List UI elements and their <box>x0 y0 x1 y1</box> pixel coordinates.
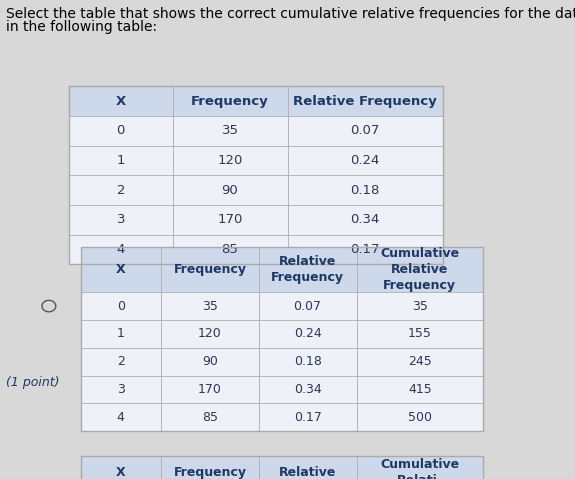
FancyBboxPatch shape <box>81 456 161 479</box>
FancyBboxPatch shape <box>69 86 172 116</box>
Text: 0.07: 0.07 <box>350 124 380 137</box>
Text: 1: 1 <box>117 154 125 167</box>
Text: (1 point): (1 point) <box>6 376 59 389</box>
FancyBboxPatch shape <box>161 376 259 403</box>
Text: 2: 2 <box>117 183 125 197</box>
FancyBboxPatch shape <box>161 320 259 348</box>
Text: 0.18: 0.18 <box>350 183 380 197</box>
Text: 2: 2 <box>117 355 125 368</box>
FancyBboxPatch shape <box>259 348 356 376</box>
Text: 3: 3 <box>117 213 125 227</box>
FancyBboxPatch shape <box>288 116 443 146</box>
FancyBboxPatch shape <box>259 376 356 403</box>
Text: X: X <box>116 466 125 479</box>
FancyBboxPatch shape <box>356 247 483 292</box>
Text: 155: 155 <box>408 327 432 341</box>
Text: Frequency: Frequency <box>174 466 246 479</box>
FancyBboxPatch shape <box>259 292 356 320</box>
Text: X: X <box>116 94 126 108</box>
Text: 0.24: 0.24 <box>350 154 380 167</box>
Text: 170: 170 <box>217 213 243 227</box>
Text: Cumulative
Relative
Frequency: Cumulative Relative Frequency <box>380 247 459 292</box>
Text: 170: 170 <box>198 383 222 396</box>
Text: Frequency: Frequency <box>191 94 269 108</box>
Text: 35: 35 <box>221 124 239 137</box>
Text: in the following table:: in the following table: <box>6 20 157 34</box>
FancyBboxPatch shape <box>172 146 288 175</box>
FancyBboxPatch shape <box>259 403 356 431</box>
FancyBboxPatch shape <box>69 146 172 175</box>
Text: 500: 500 <box>408 411 432 424</box>
Text: 415: 415 <box>408 383 432 396</box>
Text: 3: 3 <box>117 383 125 396</box>
FancyBboxPatch shape <box>172 86 288 116</box>
FancyBboxPatch shape <box>81 247 161 292</box>
FancyBboxPatch shape <box>259 320 356 348</box>
Text: 35: 35 <box>202 299 218 313</box>
Text: X: X <box>116 263 125 276</box>
Text: Cumulative
Relati-: Cumulative Relati- <box>380 458 459 479</box>
FancyBboxPatch shape <box>69 175 172 205</box>
FancyBboxPatch shape <box>81 403 161 431</box>
FancyBboxPatch shape <box>288 205 443 235</box>
FancyBboxPatch shape <box>172 175 288 205</box>
Text: 90: 90 <box>221 183 239 197</box>
FancyBboxPatch shape <box>81 348 161 376</box>
FancyBboxPatch shape <box>161 348 259 376</box>
Text: 85: 85 <box>202 411 218 424</box>
Text: Frequency: Frequency <box>174 263 246 276</box>
FancyBboxPatch shape <box>161 403 259 431</box>
FancyBboxPatch shape <box>81 376 161 403</box>
FancyBboxPatch shape <box>69 205 172 235</box>
Text: 0.34: 0.34 <box>294 383 321 396</box>
Text: Relative: Relative <box>279 466 336 479</box>
Text: 0: 0 <box>117 124 125 137</box>
FancyBboxPatch shape <box>161 292 259 320</box>
Text: Relative Frequency: Relative Frequency <box>293 94 437 108</box>
Text: 4: 4 <box>117 243 125 256</box>
FancyBboxPatch shape <box>172 116 288 146</box>
FancyBboxPatch shape <box>69 235 172 264</box>
Text: 120: 120 <box>198 327 222 341</box>
Text: 90: 90 <box>202 355 218 368</box>
Text: 0.18: 0.18 <box>294 355 321 368</box>
Text: 35: 35 <box>412 299 428 313</box>
Text: 0.34: 0.34 <box>350 213 380 227</box>
FancyBboxPatch shape <box>259 247 356 292</box>
FancyBboxPatch shape <box>356 348 483 376</box>
FancyBboxPatch shape <box>356 320 483 348</box>
FancyBboxPatch shape <box>288 146 443 175</box>
FancyBboxPatch shape <box>81 320 161 348</box>
FancyBboxPatch shape <box>81 292 161 320</box>
FancyBboxPatch shape <box>288 175 443 205</box>
Text: Relative
Frequency: Relative Frequency <box>271 255 344 284</box>
FancyBboxPatch shape <box>161 456 259 479</box>
FancyBboxPatch shape <box>161 247 259 292</box>
FancyBboxPatch shape <box>288 235 443 264</box>
FancyBboxPatch shape <box>69 116 172 146</box>
FancyBboxPatch shape <box>259 456 356 479</box>
FancyBboxPatch shape <box>288 86 443 116</box>
FancyBboxPatch shape <box>172 235 288 264</box>
Text: 0: 0 <box>117 299 125 313</box>
FancyBboxPatch shape <box>356 376 483 403</box>
Text: 85: 85 <box>221 243 239 256</box>
Text: 4: 4 <box>117 411 125 424</box>
FancyBboxPatch shape <box>172 205 288 235</box>
Text: 120: 120 <box>217 154 243 167</box>
Text: Select the table that shows the correct cumulative relative frequencies for the : Select the table that shows the correct … <box>6 7 575 21</box>
Text: 0.24: 0.24 <box>294 327 321 341</box>
Text: 0.17: 0.17 <box>294 411 321 424</box>
Text: 245: 245 <box>408 355 432 368</box>
FancyBboxPatch shape <box>356 292 483 320</box>
Text: 1: 1 <box>117 327 125 341</box>
Text: 0.07: 0.07 <box>294 299 321 313</box>
Text: 0.17: 0.17 <box>350 243 380 256</box>
FancyBboxPatch shape <box>356 456 483 479</box>
FancyBboxPatch shape <box>356 403 483 431</box>
